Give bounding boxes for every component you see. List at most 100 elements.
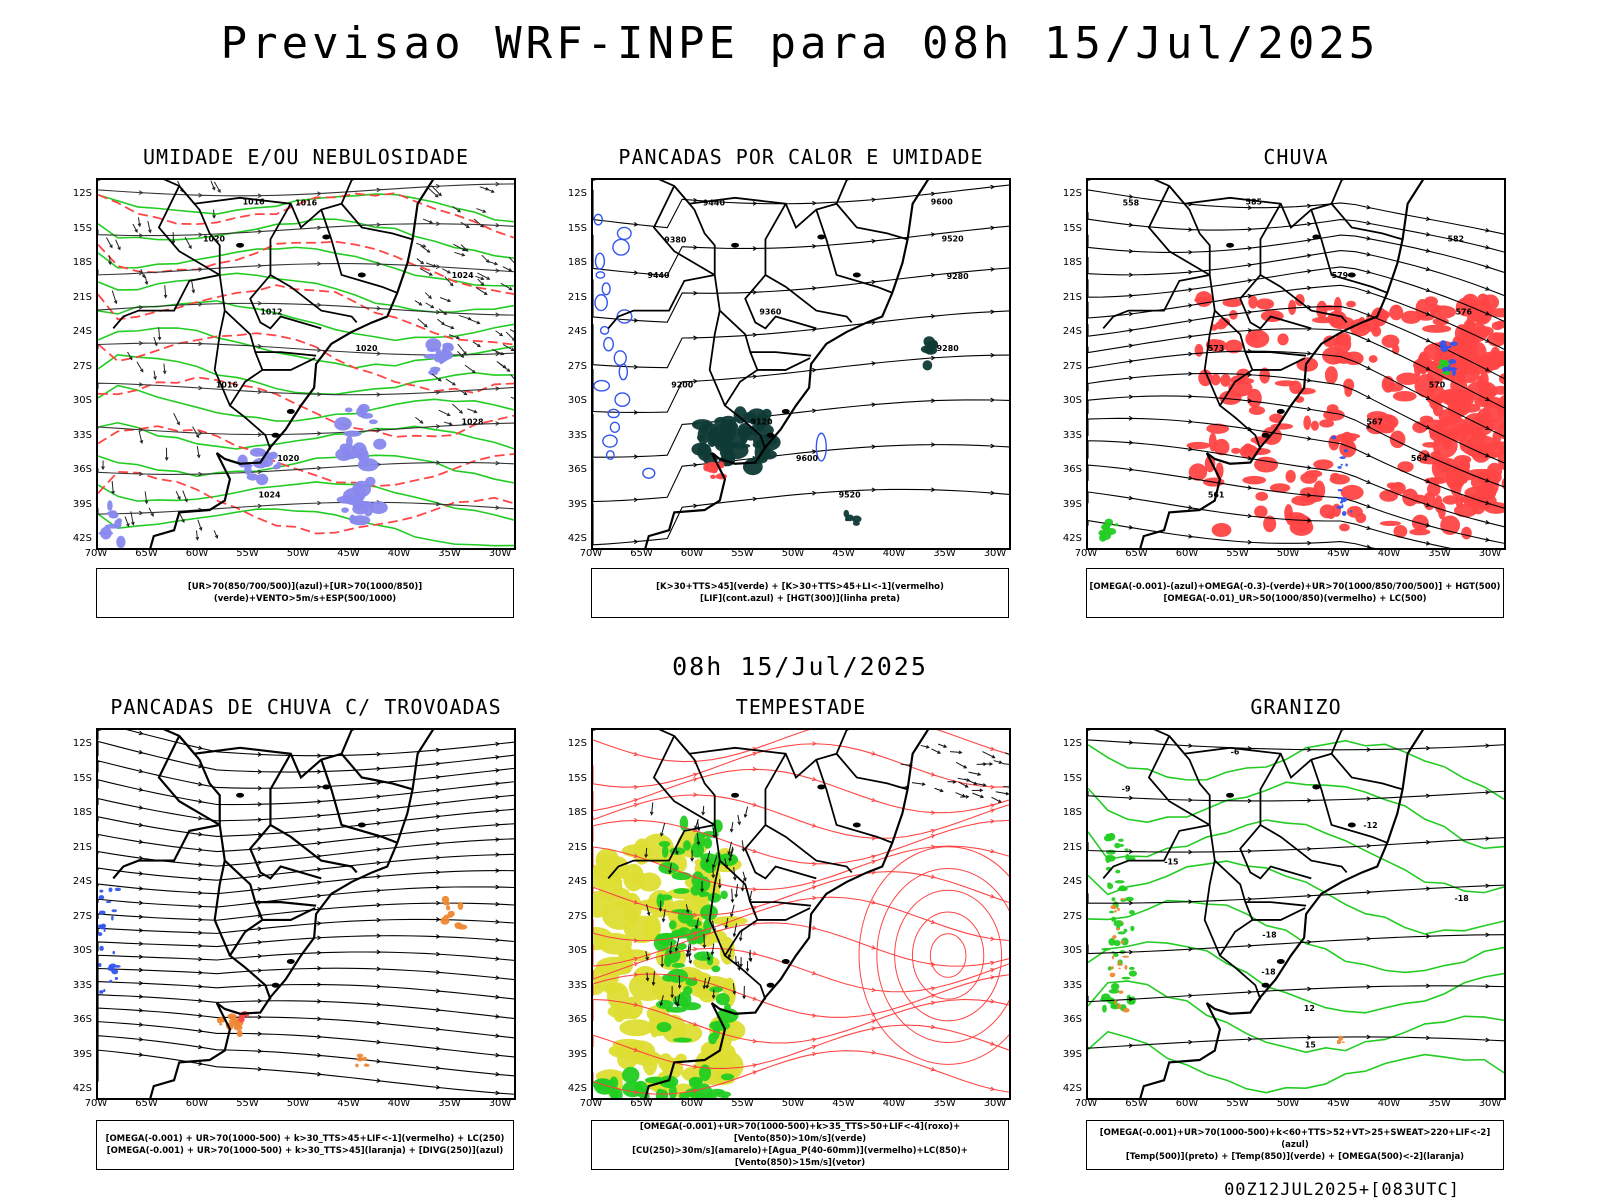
longitude-tick-label: 30W <box>488 548 512 559</box>
latitude-tick-label: 24S <box>1062 326 1082 337</box>
latitude-tick-label: 36S <box>1062 1014 1082 1025</box>
height-500-lines <box>1088 189 1504 548</box>
contour-label: 9120 <box>750 417 773 426</box>
longitude-tick-label: 50W <box>286 1098 310 1109</box>
latitude-tick-label: 39S <box>72 1048 92 1060</box>
latitude-tick-label: 21S <box>72 291 92 303</box>
longitude-tick-label: 60W <box>680 1098 704 1109</box>
longitude-tick-label: 30W <box>1478 548 1502 559</box>
contour-label: 9440 <box>703 199 726 208</box>
longitude-tick-label: 70W <box>579 1098 603 1109</box>
panel-title: CHUVA <box>1263 145 1329 169</box>
geopotential-lines <box>593 184 1009 546</box>
forecast-map: 1016 1020 1024 1012 1020 1016 1028 1020 1024 1016 <box>96 178 516 550</box>
latitude-tick-label: 39S <box>72 498 92 510</box>
high-humidity-area <box>237 447 282 486</box>
longitude-tick-label: 35W <box>933 1098 956 1109</box>
contour-label: 15 <box>1305 1041 1316 1050</box>
longitude-tick-label: 45W <box>337 1098 360 1109</box>
wind-vectors <box>414 185 514 426</box>
longitude-tick-label: 50W <box>1276 548 1300 559</box>
omega-500-area <box>1336 1035 1345 1045</box>
longitude-tick-label: 40W <box>1377 548 1401 559</box>
forecast-map <box>591 728 1011 1100</box>
map-canvas: -6 -9 -12 -15 -18 -18 -18 12 15 <box>1088 730 1504 1098</box>
legend-line: [OMEGA(-0.001)+UR>70(1000-500)+k<60+TTS>… <box>1099 1128 1491 1150</box>
legend-line: [K>30+TTS>45](verde) + [K>30+TTS>45+LI<-… <box>656 582 944 592</box>
latitude-tick-label: 30S <box>72 945 92 956</box>
longitude-tick-label: 30W <box>1478 1098 1502 1109</box>
map-borders <box>98 180 435 548</box>
isobar-lines <box>98 181 514 516</box>
contour-label: -15 <box>1164 858 1178 867</box>
contour-label: 9280 <box>947 272 970 281</box>
longitude-tick-label: 50W <box>286 548 310 559</box>
latitude-tick-label: 30S <box>567 945 587 956</box>
latitude-tick-label: 15S <box>567 222 587 234</box>
panel-legend: [OMEGA(-0.001)-(azul)+OMEGA(-0.3)-(verde… <box>1086 568 1504 618</box>
longitude-tick-label: 45W <box>832 1098 855 1109</box>
omega-green-area <box>1098 518 1119 542</box>
contour-label: 9200 <box>671 381 694 390</box>
wind-vectors <box>101 180 221 541</box>
latitude-tick-label: 36S <box>1062 464 1082 475</box>
longitude-tick-label: 65W <box>135 548 158 559</box>
longitude-tick-label: 65W <box>630 1098 653 1109</box>
longitude-tick-label: 65W <box>1125 548 1148 559</box>
forecast-map <box>96 728 516 1100</box>
latitude-tick-label: 18S <box>567 257 587 268</box>
main-title: Previsao WRF-INPE para 08h 15/Jul/2025 <box>220 18 1380 69</box>
map-borders <box>98 730 435 1098</box>
map-canvas <box>98 730 514 1098</box>
longitude-tick-label: 35W <box>1428 1098 1451 1109</box>
contour-label: -18 <box>1454 894 1469 903</box>
map-borders <box>593 730 930 1098</box>
map-borders <box>1088 730 1425 1098</box>
lifted-index-contours <box>593 213 827 479</box>
latitude-tick-label: 18S <box>567 807 587 818</box>
latitude-tick-label: 24S <box>1062 876 1082 887</box>
longitude-tick-label: 50W <box>781 548 805 559</box>
latitude-tick-label: 42S <box>567 1083 587 1094</box>
sub-title: 08h 15/Jul/2025 <box>672 652 928 681</box>
latitude-tick-label: 42S <box>567 533 587 544</box>
contour-label: -9 <box>1122 784 1131 793</box>
longitude-tick-label: 55W <box>236 1098 259 1109</box>
longitude-tick-label: 60W <box>1175 1098 1199 1109</box>
panel-legend: [OMEGA(-0.001) + UR>70(1000-500) + k>30_… <box>96 1120 514 1170</box>
contour-label: 1028 <box>462 417 485 426</box>
longitude-tick-label: 70W <box>579 548 603 559</box>
panel-legend: [OMEGA(-0.001)+UR>70(1000-500)+k<60+TTS>… <box>1086 1120 1504 1170</box>
longitude-tick-label: 60W <box>185 1098 209 1109</box>
omega-green-area <box>1437 359 1451 376</box>
longitude-tick-label: 30W <box>983 548 1007 559</box>
latitude-tick-label: 18S <box>1062 257 1082 268</box>
longitude-tick-label: 40W <box>1377 1098 1401 1109</box>
latitude-tick-label: 12S <box>72 188 92 199</box>
longitude-tick-label: 45W <box>337 548 360 559</box>
contour-label: 573 <box>1208 344 1225 353</box>
legend-line: [UR>70(850/700/500)](azul)+[UR>70(1000/8… <box>187 582 423 604</box>
longitude-tick-label: 45W <box>1327 1098 1350 1109</box>
latitude-tick-label: 36S <box>567 1014 587 1025</box>
contour-label: 1016 <box>243 198 266 207</box>
latitude-tick-label: 27S <box>72 910 92 922</box>
latitude-tick-label: 30S <box>72 395 92 406</box>
omega-blue-area <box>1331 435 1353 516</box>
latitude-tick-label: 33S <box>72 429 92 441</box>
latitude-tick-label: 27S <box>72 360 92 372</box>
latitude-tick-label: 21S <box>72 841 92 853</box>
latitude-tick-label: 27S <box>567 360 587 372</box>
panel-title: UMIDADE E/OU NEBULOSIDADE <box>142 145 470 169</box>
high-humidity-area <box>423 338 454 376</box>
longitude-tick-label: 45W <box>832 548 855 559</box>
contour-label: 12 <box>1304 1004 1315 1013</box>
longitude-tick-label: 55W <box>731 1098 754 1109</box>
longitude-tick-label: 65W <box>630 548 653 559</box>
contour-label: 1016 <box>295 199 318 208</box>
latitude-tick-label: 36S <box>72 464 92 475</box>
latitude-tick-label: 36S <box>567 464 587 475</box>
contour-label: 9280 <box>937 344 960 353</box>
high-humidity-area <box>98 500 126 548</box>
contour-label: -18 <box>1261 967 1276 976</box>
